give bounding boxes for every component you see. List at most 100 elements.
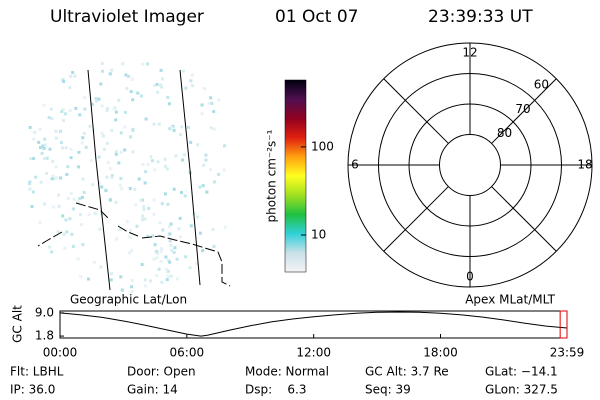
pixel: [106, 106, 110, 110]
pixel: [207, 101, 211, 105]
pixel: [134, 203, 138, 207]
pixel: [62, 79, 66, 83]
pixel: [165, 267, 169, 271]
info-field: GLat: −14.1: [485, 365, 558, 379]
pixel: [108, 167, 112, 171]
pixel: [160, 85, 164, 89]
mlt-label: 12: [462, 46, 477, 60]
pixel: [140, 62, 144, 66]
pixel: [168, 127, 172, 131]
pixel: [158, 221, 162, 225]
pixel: [28, 187, 32, 191]
pixel: [76, 257, 80, 261]
pixel: [169, 222, 173, 226]
pixel: [143, 217, 147, 221]
pixel: [61, 214, 65, 218]
pixel: [155, 274, 159, 278]
pixel: [51, 174, 55, 178]
pixel: [50, 250, 54, 254]
pixel: [130, 289, 134, 293]
pixel: [159, 68, 163, 72]
right-title: Apex MLat/MLT: [465, 293, 555, 307]
pixel: [151, 234, 155, 238]
pixel: [131, 150, 135, 154]
pixel: [127, 74, 131, 78]
pixel: [98, 227, 102, 231]
spoke: [383, 186, 449, 252]
pixel: [99, 265, 103, 269]
pixel: [45, 156, 49, 160]
pixel: [217, 98, 221, 102]
pixel: [81, 136, 85, 140]
colorbar-tick-label: 10: [311, 227, 326, 241]
pixel: [68, 86, 72, 90]
pixel: [200, 103, 204, 107]
pixel: [155, 90, 159, 94]
pixel: [114, 150, 118, 154]
pixel: [164, 164, 168, 168]
pixel: [114, 200, 118, 204]
info-field: Dsp: 6.3: [245, 383, 307, 397]
pixel: [170, 248, 174, 252]
pixel: [80, 141, 84, 145]
pixel: [109, 278, 113, 282]
pixel: [143, 278, 147, 282]
colorbar-tick-label: 100: [311, 139, 334, 153]
pixel: [159, 249, 163, 253]
pixel: [110, 128, 114, 132]
pixel: [50, 117, 54, 121]
pixel: [222, 168, 226, 172]
pixel: [174, 154, 178, 158]
info-field: IP: 36.0: [10, 383, 55, 397]
pixel: [166, 95, 170, 99]
meridian: [87, 69, 111, 291]
pixel: [163, 192, 167, 196]
pixel: [152, 212, 156, 216]
pixel: [112, 107, 116, 111]
pixel: [94, 211, 98, 215]
pixel: [69, 74, 73, 78]
pixel: [97, 155, 101, 159]
lat-ring: [408, 103, 532, 227]
pixel: [56, 193, 60, 197]
pixel: [163, 157, 167, 161]
pixel: [190, 73, 194, 77]
pixel: [91, 183, 95, 187]
pixel: [125, 87, 129, 91]
date: 01 Oct 07: [275, 7, 358, 27]
pixel: [72, 207, 76, 211]
pixel: [76, 200, 80, 204]
pixel: [159, 247, 163, 251]
pixel: [55, 176, 59, 180]
pixel: [40, 151, 44, 155]
pixel: [110, 272, 114, 276]
lat-label: 80: [497, 126, 512, 140]
pixel: [90, 102, 94, 106]
pixel: [62, 232, 66, 236]
pixel: [66, 165, 70, 169]
pixel: [64, 146, 68, 150]
spoke: [491, 78, 557, 144]
pixel: [101, 134, 105, 138]
pixel: [223, 225, 227, 229]
pixel: [70, 232, 74, 236]
pixel: [105, 108, 109, 112]
mlt-label: 0: [466, 270, 474, 284]
pixel: [110, 175, 114, 179]
pixel: [146, 62, 150, 66]
pixel: [210, 101, 214, 105]
pixel: [54, 165, 58, 169]
pixel: [61, 78, 65, 82]
pixel: [175, 257, 179, 261]
pixel: [160, 77, 164, 81]
pixel: [155, 249, 159, 253]
pixel: [167, 258, 171, 262]
pixel: [43, 157, 47, 161]
pixel: [130, 249, 134, 253]
pixel: [198, 185, 202, 189]
x-tick-label: 00:00: [43, 346, 78, 360]
pixel: [208, 168, 212, 172]
pixel: [142, 207, 146, 211]
pixel: [128, 251, 132, 255]
pixel: [165, 278, 169, 282]
